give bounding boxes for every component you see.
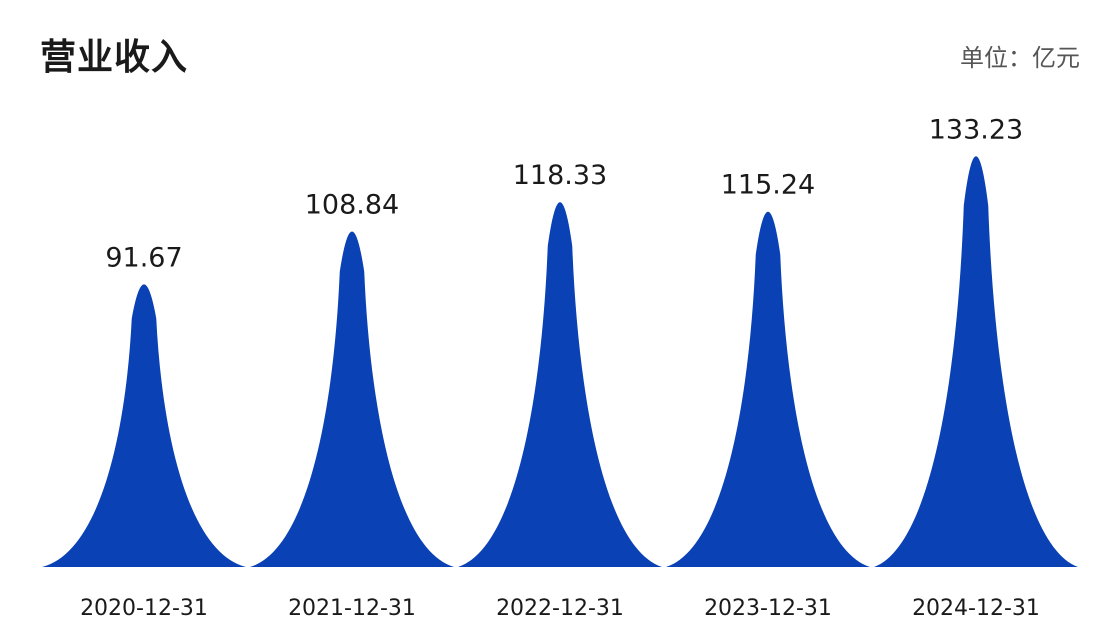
data-label-2023-12-31: 115.24 — [721, 170, 815, 201]
bar-peak-2020-12-31 — [42, 284, 246, 567]
data-label-2021-12-31: 108.84 — [305, 189, 399, 220]
data-label-2020-12-31: 91.67 — [105, 242, 182, 273]
x-tick-label-2022-12-31: 2022-12-31 — [496, 596, 624, 621]
x-tick-label-2024-12-31: 2024-12-31 — [912, 596, 1040, 621]
x-tick-label-2020-12-31: 2020-12-31 — [80, 596, 208, 621]
bar-peak-2022-12-31 — [458, 202, 662, 568]
bar-peak-2023-12-31 — [666, 211, 870, 567]
x-tick-label-2023-12-31: 2023-12-31 — [704, 596, 832, 621]
bar-peak-2021-12-31 — [250, 231, 454, 568]
chart-title: 营业收入 — [40, 37, 189, 78]
x-tick-label-2021-12-31: 2021-12-31 — [288, 596, 416, 621]
data-label-2024-12-31: 133.23 — [929, 114, 1023, 145]
bar-peak-2024-12-31 — [874, 156, 1078, 568]
data-label-2022-12-31: 118.33 — [513, 160, 607, 191]
unit-label: 单位：亿元 — [960, 44, 1080, 72]
